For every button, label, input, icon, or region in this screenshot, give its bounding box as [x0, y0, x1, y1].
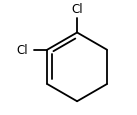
Text: Cl: Cl	[71, 3, 83, 16]
Text: Cl: Cl	[16, 44, 28, 57]
